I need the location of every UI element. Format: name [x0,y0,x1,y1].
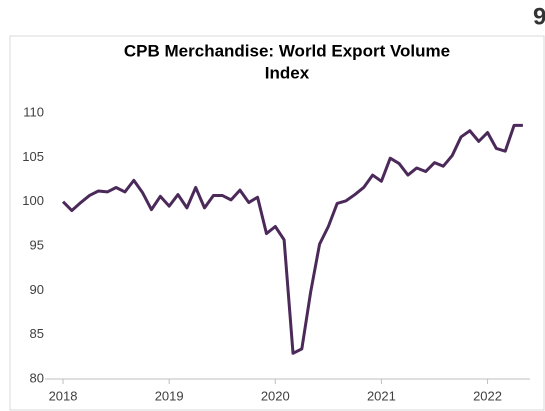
y-tick-label: 105 [22,149,44,164]
x-tick-label: 2018 [49,388,78,403]
data-line [61,123,523,355]
y-tick-label: 110 [23,104,44,119]
x-tick-label: 2021 [367,388,396,403]
y-tick-label: 95 [30,237,44,252]
chart-title: CPB Merchandise: World Export Volume [124,41,450,60]
x-tick-label: 2019 [155,388,184,403]
chart-frame [9,35,545,411]
y-tick-label: 80 [30,370,44,385]
x-tick-label: 2020 [261,388,290,403]
y-tick-label: 100 [22,193,44,208]
figure-header: תרשים 9 [533,3,545,30]
x-tick-label: 2022 [473,388,502,403]
y-tick-label: 90 [30,282,44,297]
chart-title: Index [265,63,310,82]
y-tick-label: 85 [30,326,44,341]
